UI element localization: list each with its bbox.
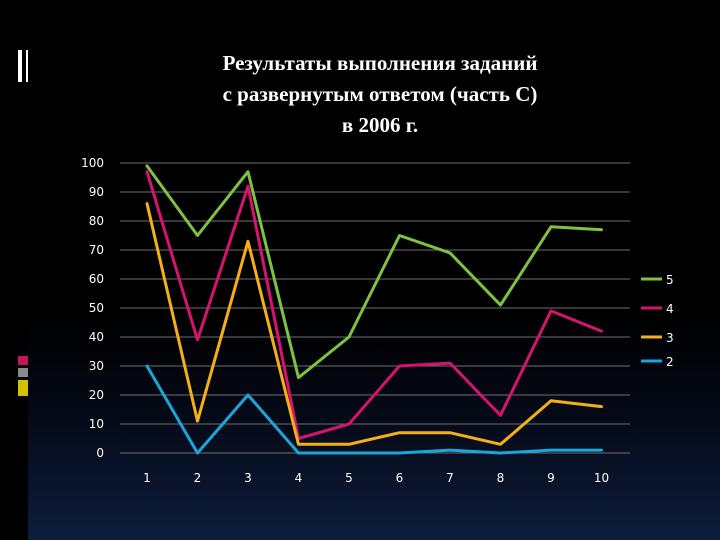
x-tick-label: 5 — [345, 471, 353, 485]
x-tick-label: 3 — [244, 471, 252, 485]
y-tick-label: 10 — [89, 417, 104, 431]
chart-title-line-3: в 2006 г. — [341, 113, 419, 137]
series-line-4 — [145, 170, 603, 440]
chart-title-line-2: с развернутым ответом (часть С) — [222, 82, 538, 106]
y-tick-label: 40 — [89, 330, 104, 344]
decorative-bar-magenta — [18, 356, 28, 365]
legend-label-4: 4 — [666, 302, 674, 316]
slide-background — [28, 0, 720, 540]
x-tick-label: 1 — [143, 471, 151, 485]
y-tick-label: 50 — [89, 301, 104, 315]
x-tick-label: 9 — [547, 471, 555, 485]
y-tick-label: 20 — [89, 388, 104, 402]
y-tick-label: 0 — [96, 446, 104, 460]
x-tick-label: 7 — [446, 471, 454, 485]
x-tick-label: 8 — [497, 471, 505, 485]
y-tick-label: 70 — [89, 243, 104, 257]
y-tick-label: 80 — [89, 214, 104, 228]
decorative-bar-gray — [18, 368, 28, 377]
decorative-bar-yellow — [18, 380, 28, 396]
y-tick-label: 100 — [81, 156, 104, 170]
legend-label-2: 2 — [666, 355, 674, 369]
x-tick-label: 6 — [396, 471, 404, 485]
x-tick-label: 2 — [194, 471, 202, 485]
y-tick-label: 60 — [89, 272, 104, 286]
series-line-5 — [145, 164, 603, 380]
x-tick-label: 4 — [295, 471, 303, 485]
chart-title-line-1: Результаты выполнения заданий — [222, 51, 538, 75]
decorative-bar-inner — [22, 50, 26, 82]
chart-title: Результаты выполнения заданий с разверну… — [150, 48, 610, 141]
y-tick-label: 90 — [89, 185, 104, 199]
series-line-2 — [145, 364, 603, 455]
legend-label-5: 5 — [666, 273, 674, 287]
x-tick-label: 10 — [594, 471, 609, 485]
legend-label-3: 3 — [666, 331, 674, 345]
series-line-3 — [145, 202, 603, 446]
y-tick-label: 30 — [89, 359, 104, 373]
